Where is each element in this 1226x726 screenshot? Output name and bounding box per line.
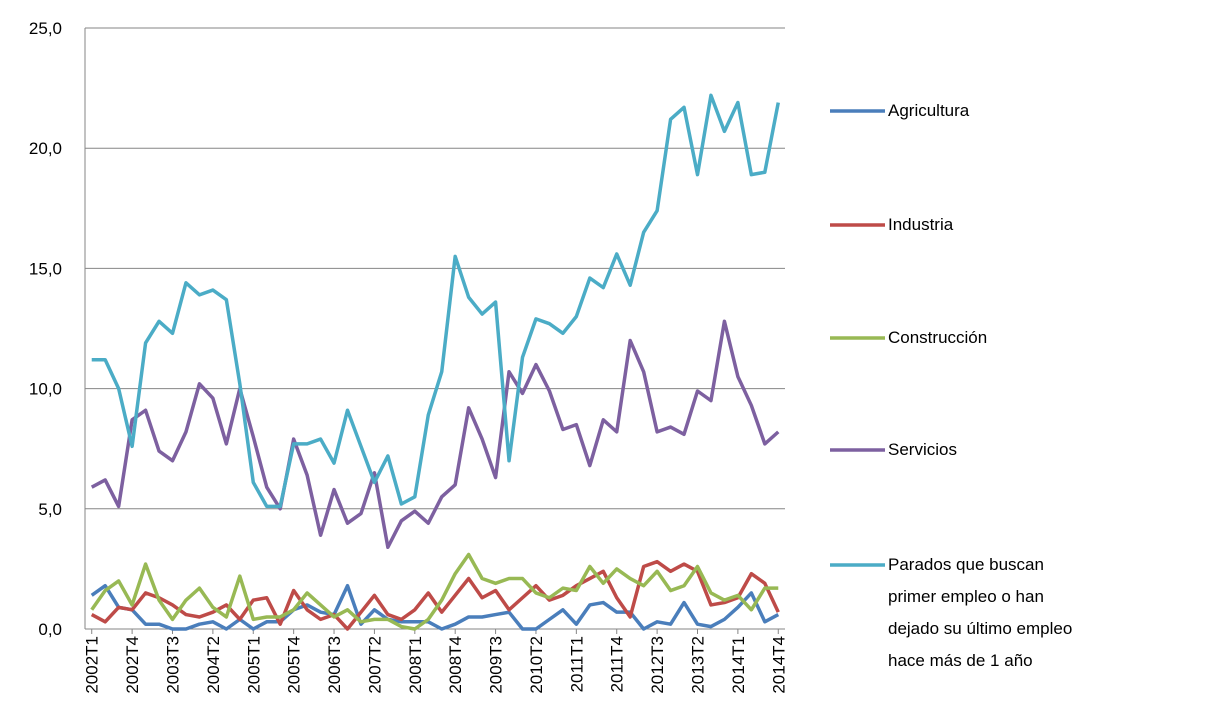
y-tick-label: 15,0 xyxy=(29,259,62,278)
y-tick-label: 20,0 xyxy=(29,139,62,158)
y-tick-label: 5,0 xyxy=(38,500,62,519)
legend-label: Agricultura xyxy=(888,101,970,120)
x-tick-label: 2004T2 xyxy=(204,636,223,694)
legend-label: Parados que buscan primer empleo o han d… xyxy=(888,555,1073,670)
x-tick-label: 2005T1 xyxy=(244,636,263,694)
y-tick-label: 10,0 xyxy=(29,380,62,399)
x-tick-label: 2008T4 xyxy=(446,636,465,694)
x-tick-label: 2010T2 xyxy=(527,636,546,694)
x-tick-label: 2013T2 xyxy=(689,636,708,694)
x-tick-label: 2011T4 xyxy=(608,636,627,692)
x-tick-label: 2005T4 xyxy=(285,636,304,694)
x-tick-label: 2009T3 xyxy=(487,636,506,694)
series-line xyxy=(90,583,780,631)
x-tick-label: 2014T1 xyxy=(729,636,748,694)
x-tick-label: 2012T3 xyxy=(648,636,667,694)
series-line xyxy=(90,552,779,631)
y-tick-label: 25,0 xyxy=(29,19,62,38)
x-tick-label: 2002T1 xyxy=(83,636,102,694)
series-line xyxy=(90,559,780,631)
legend-label: Servicios xyxy=(888,440,957,459)
legend-label: Industria xyxy=(888,215,954,234)
y-tick-label: 0,0 xyxy=(38,620,62,639)
series-line xyxy=(91,93,780,509)
x-tick-label: 2008T1 xyxy=(406,636,425,694)
x-tick-label: 2003T3 xyxy=(164,636,183,694)
series-line xyxy=(90,319,780,550)
x-tick-label: 2011T1 xyxy=(567,636,586,692)
x-tick-label: 2006T3 xyxy=(325,636,344,694)
legend-label: Construcción xyxy=(888,328,988,347)
x-tick-label: 2002T4 xyxy=(123,636,142,694)
x-tick-label: 2007T2 xyxy=(365,636,384,694)
x-tick-label: 2014T4 xyxy=(769,636,788,694)
